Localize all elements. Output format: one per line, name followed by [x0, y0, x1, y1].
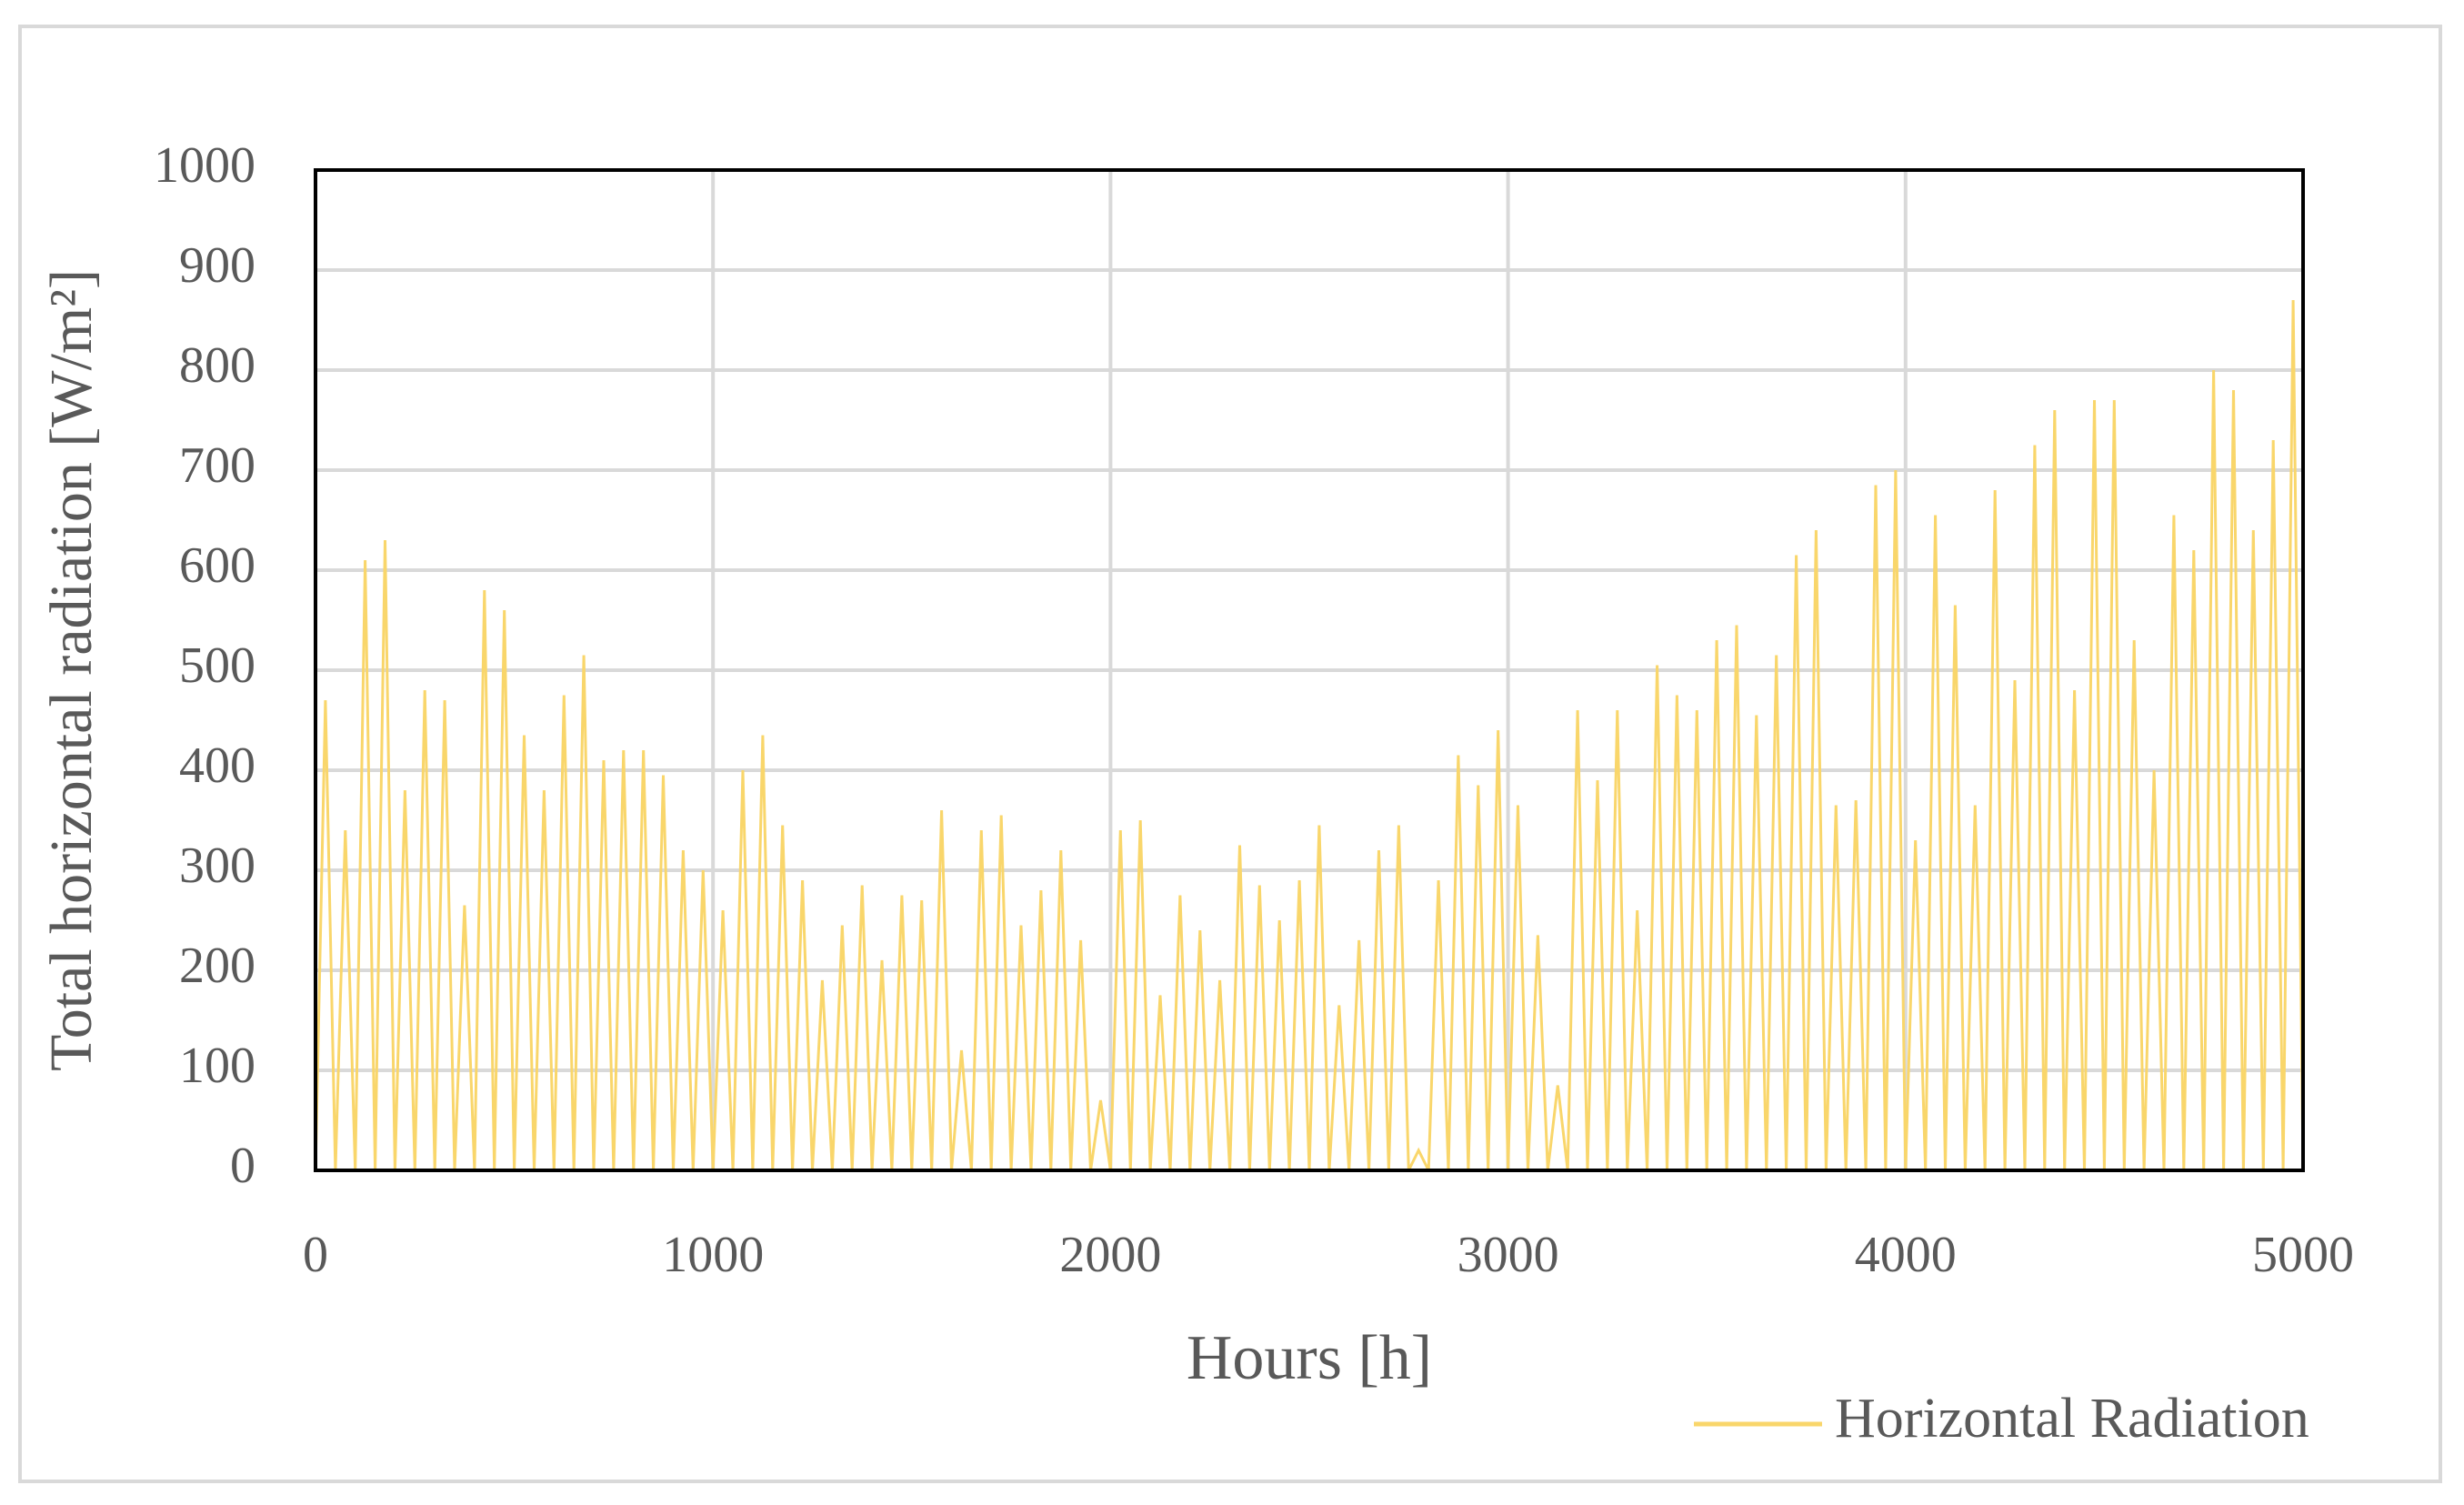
y-tick-label: 200 — [179, 938, 255, 994]
x-tick-label: 0 — [303, 1227, 328, 1283]
y-tick-label: 1000 — [154, 137, 255, 194]
x-tick-label: 5000 — [2252, 1227, 2354, 1283]
x-tick-label: 3000 — [1457, 1227, 1559, 1283]
y-tick-label: 400 — [179, 737, 255, 794]
y-tick-label: 500 — [179, 637, 255, 694]
y-tick-label: 600 — [179, 537, 255, 594]
y-tick-label: 100 — [179, 1038, 255, 1094]
y-tick-label: 800 — [179, 337, 255, 394]
x-tick-label: 1000 — [662, 1227, 764, 1283]
y-tick-label: 300 — [179, 838, 255, 894]
plot-frame — [314, 168, 2305, 1172]
x-tick-label: 2000 — [1059, 1227, 1161, 1283]
y-tick-label: 700 — [179, 437, 255, 494]
y-axis-title: Total horizontal radiation [W/m²] — [38, 269, 105, 1071]
legend-label: Horizontal Radiation — [1835, 1388, 2309, 1450]
y-tick-label: 0 — [230, 1138, 255, 1194]
x-tick-label: 4000 — [1855, 1227, 1957, 1283]
x-axis-title: Hours [h] — [1187, 1323, 1432, 1393]
y-tick-label: 900 — [179, 237, 255, 294]
